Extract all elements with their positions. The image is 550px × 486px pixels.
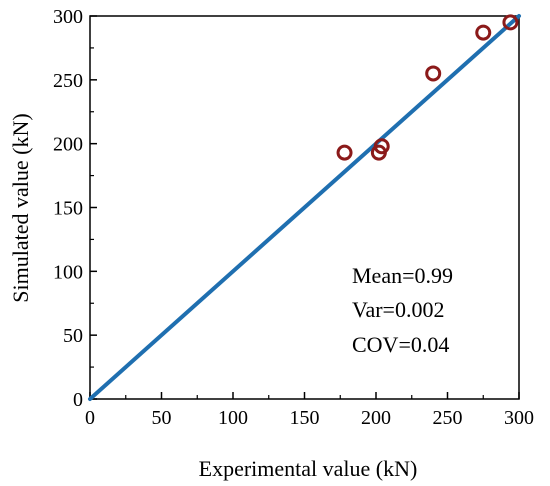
data-point-3 — [425, 65, 442, 82]
reference-line — [88, 14, 521, 401]
y-axis-label: Simulated value (kN) — [8, 113, 33, 302]
x-tick-label-150: 150 — [290, 407, 320, 429]
data-point-4 — [475, 24, 492, 41]
annotation-mean: Mean=0.99 — [352, 263, 453, 288]
y-tick-label-50: 50 — [63, 325, 83, 347]
x-tick-label-200: 200 — [361, 407, 391, 429]
y-tick-label-300: 300 — [53, 6, 83, 28]
x-tick-label-50: 50 — [152, 407, 172, 429]
y-tick-label-150: 150 — [53, 198, 83, 220]
y-tick-label-250: 250 — [53, 70, 83, 92]
y-tick-label-0: 0 — [73, 389, 83, 411]
data-point-2 — [373, 138, 390, 155]
data-point-0 — [336, 144, 353, 161]
x-tick-label-0: 0 — [85, 407, 95, 429]
x-axis-label: Experimental value (kN) — [199, 456, 418, 481]
y-tick-label-100: 100 — [53, 261, 83, 283]
annotation-var: Var=0.002 — [352, 297, 444, 322]
y-tick-label-200: 200 — [53, 134, 83, 156]
x-tick-label-250: 250 — [433, 407, 463, 429]
x-tick-label-100: 100 — [218, 407, 248, 429]
data-point-5 — [502, 14, 519, 31]
x-tick-label-300: 300 — [504, 407, 534, 429]
annotation-cov: COV=0.04 — [352, 332, 449, 357]
